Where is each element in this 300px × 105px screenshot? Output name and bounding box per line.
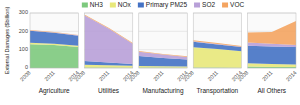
x-axis-label: Agriculture bbox=[39, 87, 70, 95]
plot-area bbox=[139, 13, 187, 68]
frame bbox=[30, 13, 78, 68]
frame bbox=[84, 13, 132, 68]
chart: 2008 2011 2014 0 100 200 300 Agriculture Externa… bbox=[0, 0, 300, 105]
areas bbox=[139, 51, 187, 68]
panel: 200820112014Transportation bbox=[182, 13, 243, 95]
area bbox=[30, 31, 78, 46]
areas bbox=[84, 14, 132, 68]
legend-label: VOC bbox=[230, 1, 244, 8]
y-tick-label: 200 bbox=[19, 28, 28, 34]
x-axis-label: Manufacturing bbox=[142, 87, 184, 95]
plot-area bbox=[193, 13, 241, 68]
x-tick-label: 2011 bbox=[98, 69, 111, 82]
x-axis-label: All Others bbox=[258, 87, 287, 94]
x-tick-label: 2011 bbox=[261, 69, 274, 82]
x-tick-label: 2011 bbox=[43, 69, 56, 82]
x-axis-label: Transportation bbox=[197, 87, 239, 95]
area bbox=[139, 52, 187, 60]
x-tick-label: 2014 bbox=[285, 69, 298, 82]
legend-swatch bbox=[138, 3, 144, 8]
area bbox=[84, 15, 132, 64]
plot-area bbox=[248, 13, 296, 68]
legend-swatch bbox=[110, 3, 116, 8]
area bbox=[193, 40, 241, 46]
x-tick-label: 2011 bbox=[207, 69, 220, 82]
legend-label: SO2 bbox=[202, 1, 215, 8]
legend: NH3 NOx Primary PM25 SO2 VOC bbox=[82, 1, 245, 9]
area bbox=[30, 30, 78, 35]
grid-line bbox=[193, 31, 241, 32]
grid-line bbox=[139, 31, 187, 32]
area bbox=[139, 51, 187, 57]
area bbox=[248, 46, 296, 65]
plot-area bbox=[30, 13, 78, 68]
x-tick-label: 2008 bbox=[182, 69, 195, 82]
panel: 200820112014Utilities bbox=[73, 13, 134, 94]
areas bbox=[30, 30, 78, 68]
panel: 200820112014Manufacturing bbox=[128, 13, 189, 95]
frame bbox=[248, 13, 296, 68]
legend-label: NH3 bbox=[90, 1, 103, 8]
plot-area bbox=[84, 13, 132, 68]
frame bbox=[193, 13, 241, 68]
area bbox=[193, 41, 241, 47]
x-tick-label: 2008 bbox=[73, 69, 86, 82]
x-tick-label: 2011 bbox=[152, 69, 165, 82]
area bbox=[30, 44, 78, 68]
x-tick-label: 2008 bbox=[128, 69, 141, 82]
panel: 2008 2011 2014 All Others bbox=[236, 13, 297, 94]
legend-label: Primary PM25 bbox=[146, 1, 188, 9]
legend-swatch bbox=[222, 3, 228, 8]
areas bbox=[193, 40, 241, 68]
area bbox=[84, 14, 132, 43]
panel: 2008201120140100200300Agriculture bbox=[19, 9, 80, 95]
areas bbox=[248, 21, 296, 68]
y-tick-label: 100 bbox=[19, 46, 28, 52]
x-axis-label: Utilities bbox=[98, 87, 120, 94]
y-tick-label: 0 bbox=[25, 64, 28, 70]
area bbox=[248, 21, 296, 45]
y-axis-label: External Damages ($billion) bbox=[4, 7, 10, 75]
x-tick-label: 2008 bbox=[19, 69, 32, 82]
legend-label: NOx bbox=[118, 1, 132, 8]
legend-swatch bbox=[194, 3, 200, 8]
x-tick-label: 2008 bbox=[236, 69, 249, 82]
legend-swatch bbox=[82, 3, 88, 8]
grid-line bbox=[139, 49, 187, 50]
area bbox=[30, 30, 78, 35]
frame bbox=[139, 13, 187, 68]
y-tick-label: 300 bbox=[19, 9, 28, 15]
